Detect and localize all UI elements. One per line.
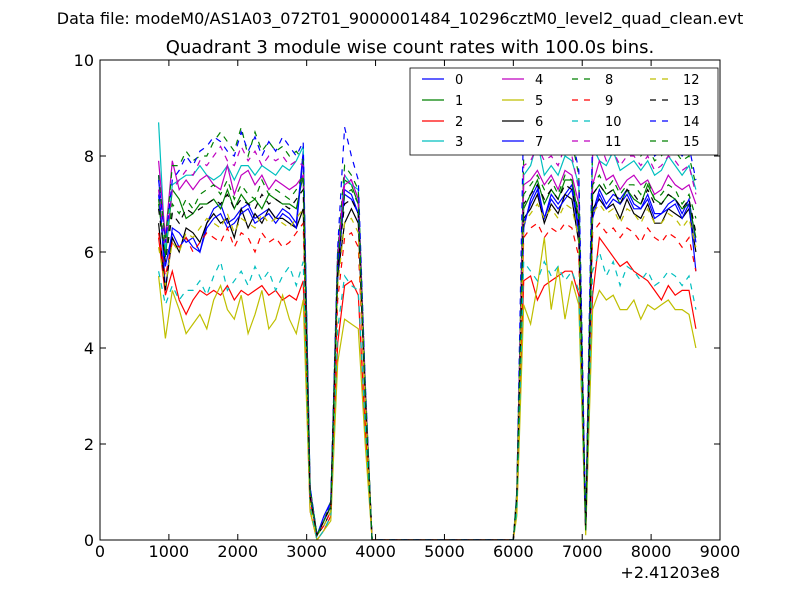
series-line-15 (158, 174, 697, 540)
legend-label-9: 9 (605, 94, 613, 109)
x-tick-label: 6000 (493, 542, 534, 561)
series-line-13 (158, 183, 697, 540)
legend-label-12: 12 (683, 73, 700, 88)
legend-label-10: 10 (605, 115, 622, 130)
legend-label-1: 1 (455, 94, 463, 109)
series-line-9 (158, 221, 697, 540)
series-line-14 (158, 112, 697, 540)
legend-label-5: 5 (535, 94, 543, 109)
series-line-2 (158, 235, 697, 540)
series-line-6 (158, 192, 697, 540)
y-tick-label: 4 (84, 339, 94, 358)
x-tick-label: 5000 (424, 542, 465, 561)
data-file-suptitle: Data file: modeM0/AS1A03_072T01_90000014… (57, 9, 743, 29)
series-line-12 (158, 202, 697, 540)
legend-label-4: 4 (535, 73, 543, 88)
x-tick-label: 7000 (562, 542, 603, 561)
y-tick-label: 6 (84, 243, 94, 262)
series-line-0 (158, 151, 697, 540)
series-line-3 (158, 122, 697, 540)
tick-layer: 0 1000 2000 3000 4000 5000 6000 7000 8000 9000 0 2 4… (74, 51, 741, 561)
series-line-10 (158, 250, 697, 540)
x-tick-label: 1000 (149, 542, 190, 561)
legend-label-8: 8 (605, 73, 613, 88)
series-line-5 (158, 237, 697, 540)
plot-area: 0 1000 2000 3000 4000 5000 6000 7000 8000 9000 0 2 4… (74, 51, 741, 561)
legend-label-3: 3 (455, 135, 463, 150)
series-line-7 (158, 155, 697, 540)
y-tick-label: 0 (84, 531, 94, 550)
x-offset-text: +2.41203e8 (620, 563, 720, 582)
y-tick-label: 8 (84, 147, 94, 166)
x-tick-label: 3000 (286, 542, 327, 561)
x-tick-label: 9000 (700, 542, 741, 561)
x-tick-label: 8000 (631, 542, 672, 561)
x-tick-label: 0 (95, 542, 105, 561)
legend-label-15: 15 (683, 135, 700, 150)
legend-label-2: 2 (455, 115, 463, 130)
axes-frame (99, 59, 721, 541)
series-line-1 (158, 175, 697, 540)
legend-label-13: 13 (683, 94, 700, 109)
series-line-11 (158, 140, 697, 540)
y-tick-label: 10 (74, 51, 94, 70)
legend-label-14: 14 (683, 115, 700, 130)
series-line-4 (158, 158, 697, 540)
legend-label-11: 11 (605, 135, 622, 150)
series-layer (158, 112, 697, 540)
legend-label-7: 7 (535, 135, 543, 150)
chart-title: Quadrant 3 module wise count rates with … (166, 37, 655, 58)
x-tick-label: 2000 (217, 542, 258, 561)
series-line-8 (158, 124, 697, 540)
x-tick-label: 4000 (355, 542, 396, 561)
legend-label-0: 0 (455, 73, 463, 88)
y-tick-label: 2 (84, 435, 94, 454)
legend-label-6: 6 (535, 115, 543, 130)
